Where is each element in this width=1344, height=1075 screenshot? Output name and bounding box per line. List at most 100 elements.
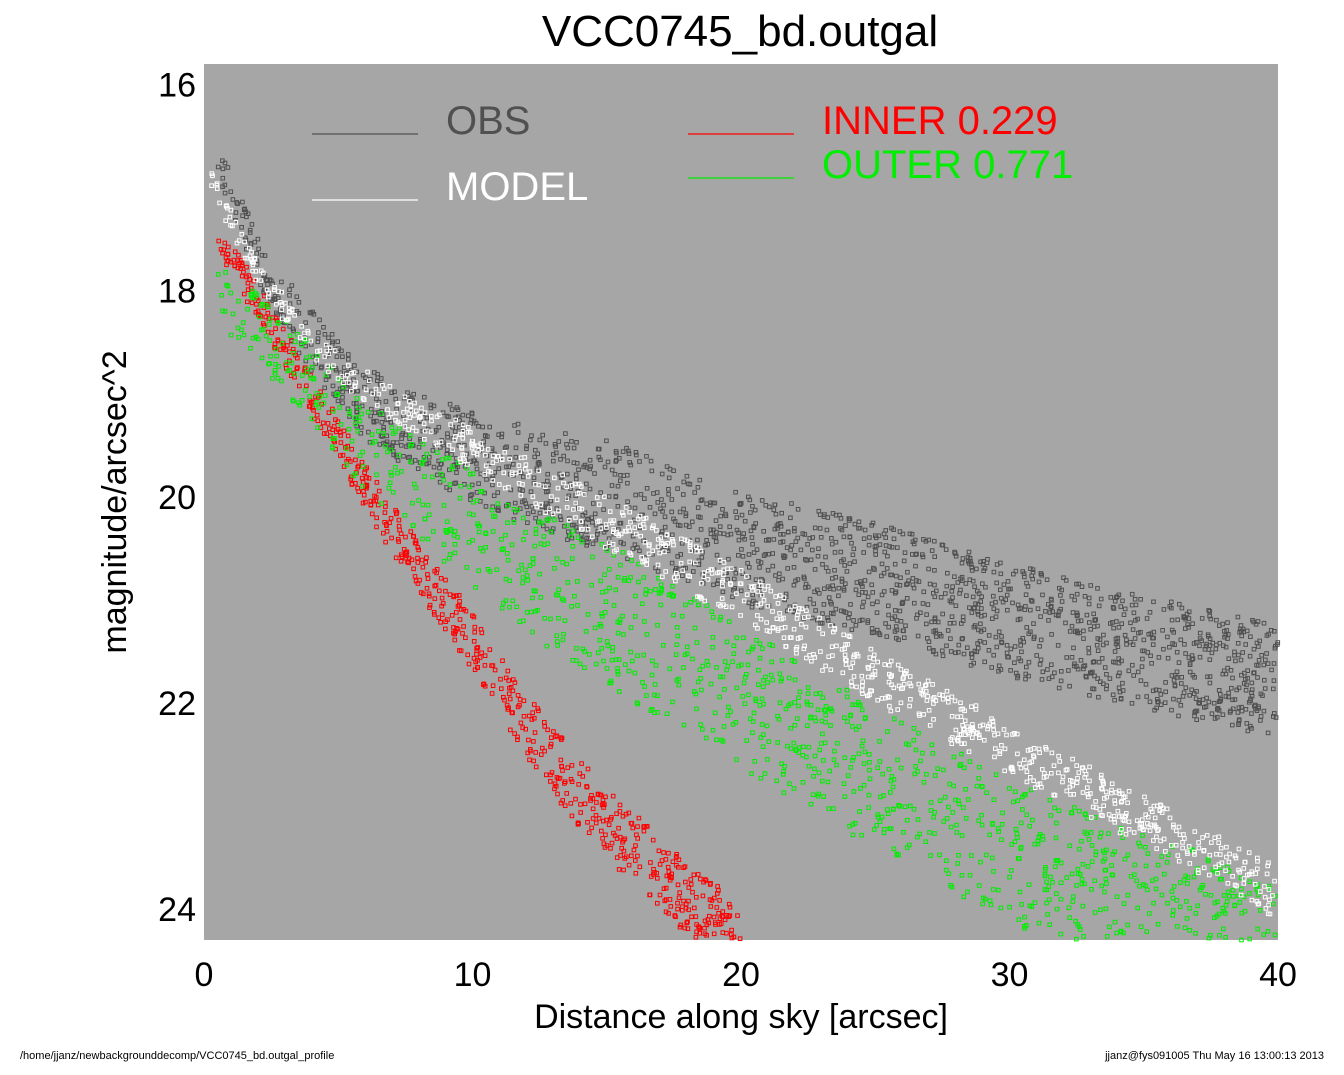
data-point [1110,852,1116,857]
data-point [973,703,979,708]
data-point [875,812,881,817]
data-point [1001,727,1007,732]
data-point [383,539,388,545]
data-point [831,611,836,617]
data-point [661,850,666,855]
data-point [577,661,583,667]
data-point [904,596,910,601]
data-point [1069,810,1075,816]
data-point [727,524,733,530]
data-point [1015,751,1020,757]
data-point [833,574,839,580]
data-point [781,769,787,774]
data-point [1221,926,1226,932]
data-point [1063,620,1068,626]
data-point [273,326,278,331]
data-point [1092,910,1098,915]
data-point [605,459,611,465]
data-point [1100,848,1106,854]
data-point [686,885,692,890]
data-point [884,634,890,639]
data-point [1150,642,1156,647]
data-point [883,543,889,548]
data-point [820,695,826,701]
data-point [479,446,485,451]
data-point [889,545,895,550]
data-point [844,687,850,693]
data-point [548,779,553,784]
data-point [420,441,426,447]
x-tick-label: 0 [195,956,214,994]
data-point [1071,805,1077,810]
data-point [779,510,785,516]
data-point [537,437,543,443]
data-point [556,508,561,514]
data-point [692,905,697,911]
data-point [879,561,885,567]
data-point [978,621,983,627]
data-point [1203,892,1208,897]
data-point [1180,840,1185,845]
data-point [849,627,855,632]
data-point [675,906,680,912]
data-point [604,817,609,823]
data-point [515,421,521,427]
data-point [948,636,953,642]
data-point [901,830,906,835]
data-point [257,314,262,320]
data-point [1182,642,1187,647]
data-point [290,326,296,332]
data-point [789,658,795,663]
data-point [1181,615,1187,621]
data-point [599,828,604,834]
data-point [1151,900,1156,906]
data-point [999,837,1004,843]
data-point [828,667,834,673]
data-point [479,650,484,656]
data-point [297,383,302,389]
data-point [1078,658,1084,663]
data-point [640,559,645,565]
data-point [1075,618,1081,624]
data-point [979,594,984,600]
data-point [925,694,930,699]
x-tick-label: 10 [454,956,492,994]
data-point [813,608,818,613]
data-point [1152,815,1158,821]
data-point [648,874,654,879]
data-point [888,826,894,832]
data-point [760,744,766,750]
data-point [310,405,315,411]
data-point [422,516,428,522]
data-point [732,566,737,572]
data-point [881,570,887,576]
data-point [1098,830,1104,836]
data-point [866,752,872,757]
data-point [805,685,811,690]
data-point [861,550,867,555]
data-point [1024,779,1030,785]
data-point [1063,767,1069,773]
data-point [1263,906,1269,911]
data-point [1218,852,1223,857]
data-point [215,272,221,277]
data-point [601,818,606,824]
data-point [515,737,520,743]
data-point [431,529,436,534]
data-point [911,726,917,731]
data-point [501,470,507,476]
data-point [1020,807,1025,812]
data-point [1055,858,1061,864]
data-point [676,682,682,688]
data-point [315,425,320,430]
data-point [1154,846,1160,851]
data-point [568,533,573,538]
legend-label: INNER 0.229 [822,99,1058,143]
data-point [355,464,360,470]
data-point [560,472,565,478]
data-point [931,701,936,706]
data-point [898,575,903,581]
data-point [1085,864,1091,869]
data-point [891,846,897,852]
data-point [842,755,848,761]
